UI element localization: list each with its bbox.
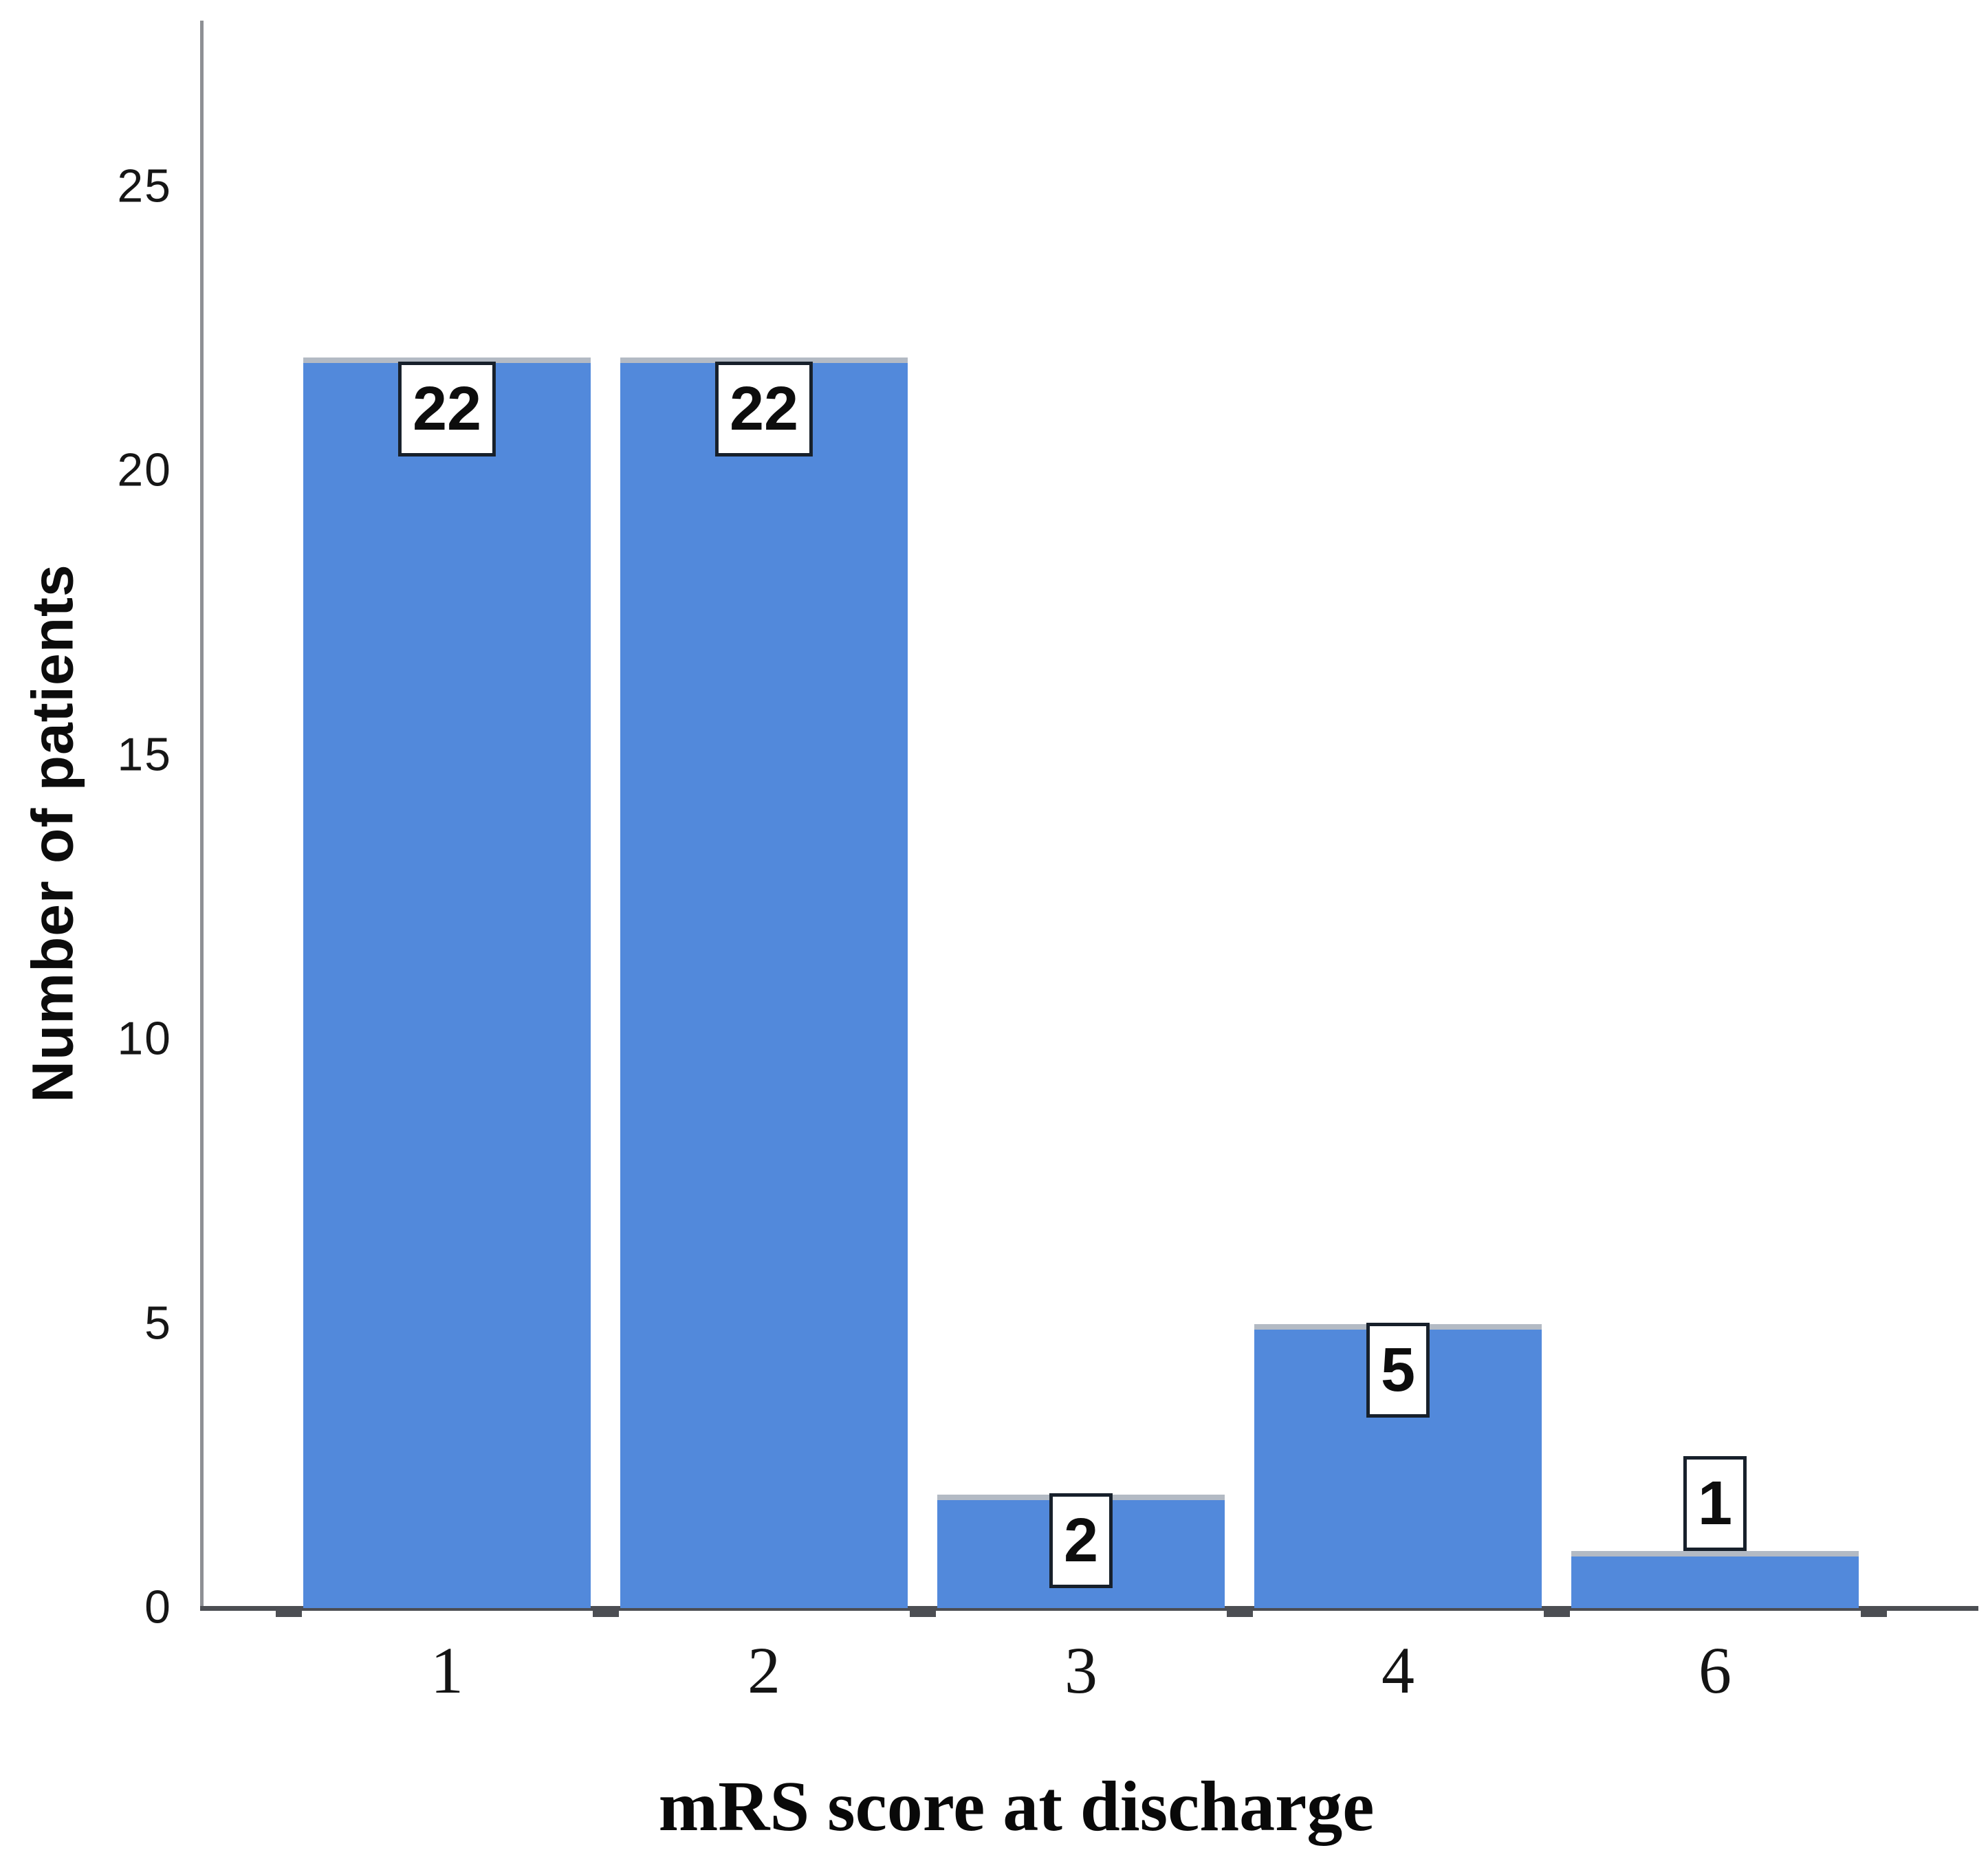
y-tick-label: 15 bbox=[117, 727, 172, 780]
x-tick-mark bbox=[909, 1607, 936, 1617]
x-tick-mark bbox=[592, 1607, 619, 1617]
y-tick-label: 20 bbox=[117, 443, 172, 496]
y-tick-label: 5 bbox=[144, 1296, 172, 1349]
x-tick-label: 3 bbox=[1064, 1634, 1097, 1707]
bar-category-1 bbox=[303, 357, 591, 1608]
bar-value-label: 22 bbox=[397, 361, 496, 456]
y-tick-label: 10 bbox=[117, 1012, 172, 1065]
x-tick-mark bbox=[275, 1607, 302, 1617]
bar-category-6 bbox=[1571, 1551, 1859, 1608]
bar-category-2 bbox=[620, 357, 908, 1608]
x-tick-mark bbox=[1860, 1607, 1887, 1617]
x-tick-label: 6 bbox=[1698, 1634, 1732, 1707]
y-axis-line bbox=[200, 21, 204, 1611]
x-axis-line bbox=[200, 1606, 1978, 1611]
x-tick-label: 4 bbox=[1381, 1634, 1414, 1707]
x-tick-label: 2 bbox=[747, 1634, 780, 1707]
y-tick-label: 0 bbox=[144, 1581, 172, 1634]
x-tick-mark bbox=[1543, 1607, 1570, 1617]
bar-value-label: 5 bbox=[1366, 1322, 1430, 1418]
x-tick-mark bbox=[1226, 1607, 1253, 1617]
bar-value-label: 1 bbox=[1683, 1456, 1747, 1552]
bar-value-label: 2 bbox=[1049, 1493, 1113, 1588]
y-tick-label: 25 bbox=[117, 159, 172, 212]
bar-value-label: 22 bbox=[714, 361, 813, 456]
x-tick-label: 1 bbox=[430, 1634, 463, 1707]
x-axis-title: mRS score at discharge bbox=[658, 1767, 1375, 1846]
